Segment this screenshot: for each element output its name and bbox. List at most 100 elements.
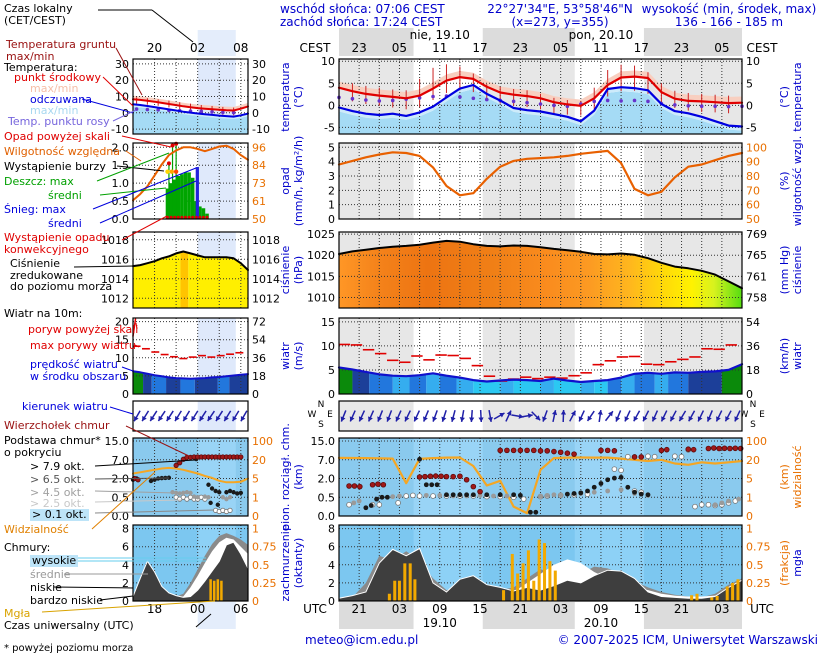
svg-text:1015: 1015 — [307, 270, 335, 283]
svg-text:02: 02 — [190, 41, 205, 55]
svg-text:50: 50 — [746, 213, 760, 226]
svg-text:15: 15 — [321, 316, 335, 329]
svg-text:3: 3 — [328, 170, 335, 183]
svg-text:17: 17 — [634, 41, 649, 55]
svg-text:0.5: 0.5 — [746, 559, 764, 572]
label-opad_konw: Wystąpienie opadu konwekcyjnego — [4, 231, 110, 256]
svg-text:20: 20 — [252, 454, 266, 467]
svg-text:0.0: 0.0 — [112, 213, 130, 226]
svg-text:15: 15 — [472, 602, 487, 616]
svg-text:21: 21 — [674, 602, 689, 616]
svg-text:1.5: 1.5 — [112, 159, 130, 172]
svg-text:18: 18 — [252, 370, 266, 383]
svg-text:4: 4 — [328, 559, 335, 572]
svg-text:00: 00 — [190, 602, 205, 616]
svg-text:5: 5 — [328, 141, 335, 154]
label-predkosc: prędkość wiatru w środku obszaru — [30, 358, 127, 383]
label-punkt_srodkowy: punkt środkowy — [14, 71, 102, 84]
svg-text:-5: -5 — [746, 121, 757, 134]
svg-text:758: 758 — [746, 291, 767, 304]
label-widzialnosc: Widzialność — [4, 523, 69, 536]
svg-text:10: 10 — [252, 91, 266, 104]
svg-text:20: 20 — [115, 74, 129, 87]
svg-text:1: 1 — [328, 199, 335, 212]
svg-text:nie, 19.10: nie, 19.10 — [410, 28, 470, 42]
svg-text:765: 765 — [746, 249, 767, 262]
label-deszcz_sredni: średni — [48, 189, 82, 202]
copyright: © 2007-2025 ICM, Uniwersytet Warszawski — [557, 633, 818, 647]
svg-text:15.0: 15.0 — [105, 435, 130, 448]
chart-mini_wind_dir — [132, 400, 249, 432]
svg-text:0: 0 — [252, 388, 259, 401]
sunrise-label: wschód słońca: 07:06 CEST — [280, 2, 445, 16]
svg-text:0.0: 0.0 — [112, 510, 130, 523]
svg-text:0: 0 — [252, 595, 259, 608]
svg-text:09: 09 — [432, 602, 447, 616]
svg-text:W: W — [740, 410, 749, 420]
svg-text:0: 0 — [746, 510, 753, 523]
svg-text:0: 0 — [328, 595, 335, 608]
svg-text:6: 6 — [122, 541, 129, 554]
svg-text:0: 0 — [252, 107, 259, 120]
chart-mini_wind — [132, 317, 249, 395]
label-czas_lokalny: Czas lokalny (CET/CEST) — [4, 2, 73, 27]
svg-text:0: 0 — [122, 388, 129, 401]
svg-text:20: 20 — [147, 41, 162, 55]
svg-text:30: 30 — [115, 58, 129, 71]
svg-text:1.0: 1.0 — [112, 177, 130, 190]
svg-text:60: 60 — [746, 199, 760, 212]
sunrise-sunset: wschód słońca: 07:06 CEST zachód słońca: … — [280, 3, 445, 29]
label-poryw_skala: poryw powyżej skali — [28, 323, 139, 336]
svg-text:761: 761 — [746, 270, 767, 283]
svg-text:70: 70 — [746, 184, 760, 197]
chart-mini_temperature — [132, 58, 249, 135]
svg-text:4: 4 — [328, 156, 335, 169]
label-kierunek: kierunek wiatru — [22, 400, 108, 413]
svg-text:05: 05 — [553, 41, 568, 55]
chart-wind_dir — [338, 400, 743, 432]
svg-text:2: 2 — [328, 577, 335, 590]
svg-text:23: 23 — [513, 41, 528, 55]
svg-text:E: E — [759, 410, 765, 420]
svg-text:2.0: 2.0 — [112, 141, 130, 154]
svg-text:-5: -5 — [324, 121, 335, 134]
svg-text:0: 0 — [746, 99, 753, 112]
label-wiatr10: Wiatr na 10m: — [4, 307, 83, 320]
svg-text:17: 17 — [472, 41, 487, 55]
svg-text:769: 769 — [746, 228, 767, 241]
svg-text:0: 0 — [252, 510, 259, 523]
label-okt01: > 0.1 okt. — [30, 508, 89, 521]
svg-text:50: 50 — [252, 213, 266, 226]
label-odczuwana: odczuwana — [30, 93, 92, 106]
svg-text:23: 23 — [674, 41, 689, 55]
contact-email-link[interactable]: meteo@icm.edu.pl — [305, 633, 419, 647]
svg-text:0: 0 — [746, 388, 753, 401]
svg-text:0: 0 — [122, 595, 129, 608]
svg-text:1: 1 — [252, 491, 259, 504]
svg-text:7.0: 7.0 — [112, 454, 130, 467]
svg-text:S: S — [318, 420, 324, 430]
svg-text:1020: 1020 — [307, 249, 335, 262]
svg-text:73: 73 — [252, 177, 266, 190]
label-podstawa: Podstawa chmur* o pokryciu — [4, 434, 101, 459]
svg-text:08: 08 — [233, 41, 248, 55]
svg-text:1: 1 — [746, 491, 753, 504]
svg-text:1: 1 — [252, 523, 259, 536]
svg-text:CEST: CEST — [300, 41, 332, 55]
label-wilg: Wilgotność względna — [4, 145, 121, 158]
svg-text:100: 100 — [252, 435, 273, 448]
svg-text:21: 21 — [352, 602, 367, 616]
label-b_niskie: bardzo niskie — [30, 594, 103, 607]
chart-mini_opad — [132, 141, 249, 220]
svg-text:-10: -10 — [252, 123, 270, 136]
label-opad_skala: Opad powyżej skali — [4, 130, 110, 143]
svg-text:84: 84 — [252, 159, 266, 172]
label-maxmin_red: max/min — [30, 82, 79, 95]
svg-text:15: 15 — [634, 602, 649, 616]
svg-text:72: 72 — [252, 316, 266, 329]
svg-text:1014: 1014 — [101, 273, 129, 286]
svg-text:2: 2 — [122, 577, 129, 590]
svg-text:36: 36 — [746, 340, 760, 353]
svg-text:05: 05 — [392, 41, 407, 55]
svg-text:100: 100 — [746, 435, 767, 448]
